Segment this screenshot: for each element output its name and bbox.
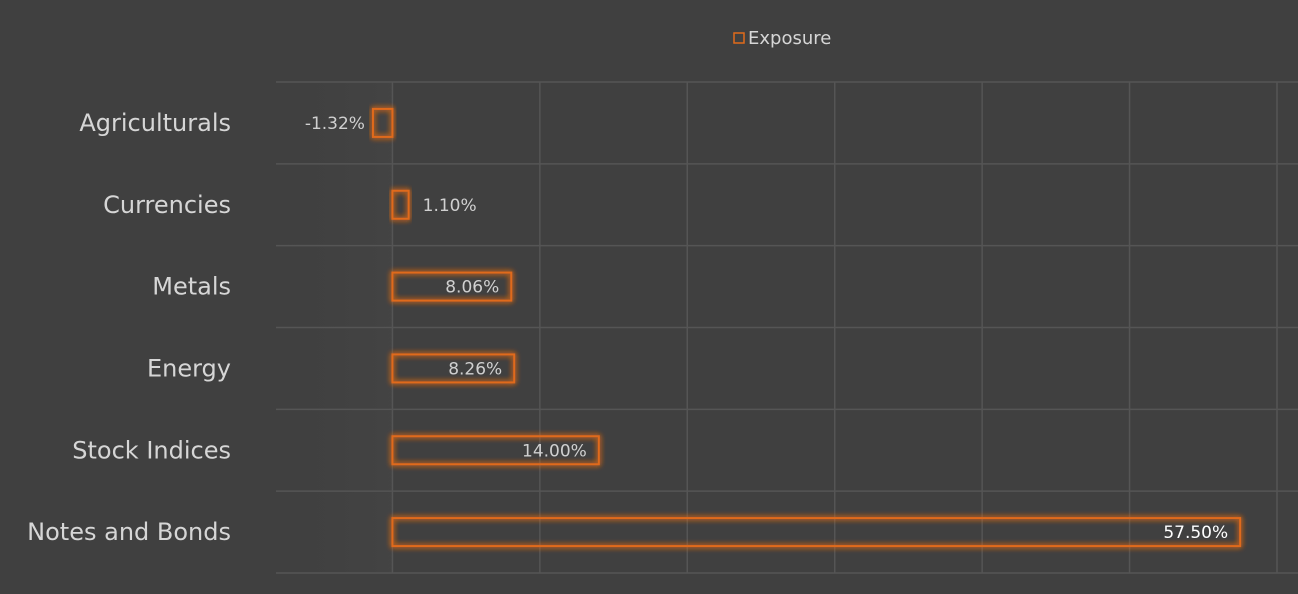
- category-label: Energy: [147, 354, 231, 382]
- value-label: 14.00%: [522, 441, 587, 461]
- category-label: Stock Indices: [72, 436, 231, 464]
- value-label: 57.50%: [1163, 523, 1228, 543]
- value-labels: -1.32% 1.10% 8.06% 8.26% 14.00% 57.50%: [305, 114, 1228, 543]
- bar-currencies[interactable]: [391, 189, 410, 220]
- legend-label-exposure: Exposure: [748, 28, 831, 49]
- category-label: Agriculturals: [79, 109, 231, 137]
- category-labels: Agriculturals Currencies Metals Energy Stock…: [27, 109, 231, 546]
- row-shade: [270, 492, 392, 572]
- legend[interactable]: Exposure: [733, 28, 831, 49]
- bar-notes-and-bonds[interactable]: [391, 517, 1242, 548]
- value-label: -1.32%: [305, 114, 365, 134]
- value-label: 1.10%: [423, 196, 477, 216]
- category-label: Notes and Bonds: [27, 518, 231, 546]
- category-label: Currencies: [103, 191, 231, 219]
- bar-metals[interactable]: [391, 271, 513, 302]
- bar-energy[interactable]: [391, 353, 516, 384]
- category-label: Metals: [152, 273, 231, 301]
- row-shade: [270, 410, 392, 491]
- row-shade: [270, 246, 392, 327]
- grid: [270, 81, 1298, 574]
- bars: [371, 107, 1242, 548]
- value-label: 8.06%: [445, 278, 499, 298]
- value-label: 8.26%: [448, 359, 502, 379]
- legend-swatch-exposure: [733, 32, 745, 44]
- bar-stock-indices[interactable]: [391, 435, 600, 466]
- row-shade: [270, 328, 392, 409]
- row-shade: [270, 164, 392, 245]
- row-shade: [270, 83, 392, 163]
- bar-agriculturals[interactable]: [371, 107, 394, 138]
